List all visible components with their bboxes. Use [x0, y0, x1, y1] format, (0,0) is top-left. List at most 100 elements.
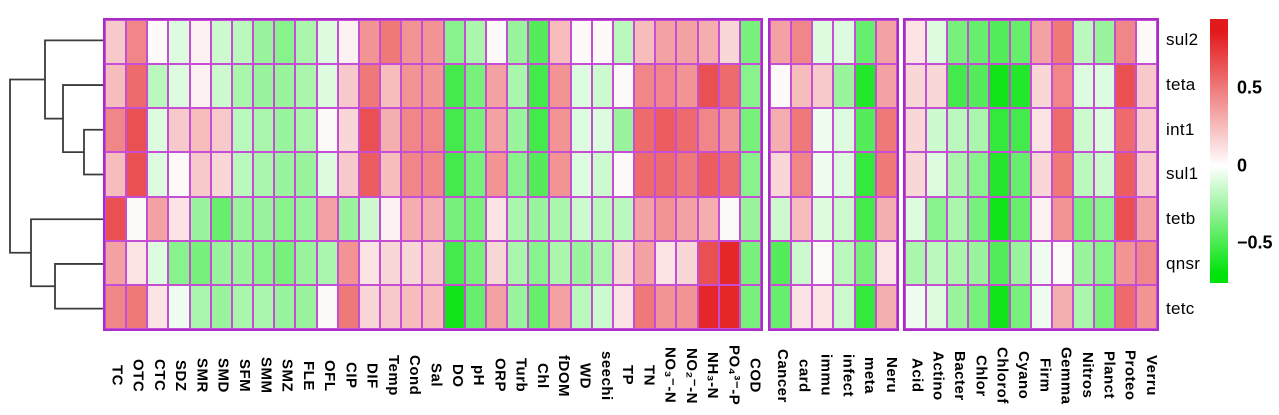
- heatmap-cell: [147, 152, 169, 197]
- heatmap-cell: [1115, 108, 1136, 153]
- col-label: CIP: [342, 362, 360, 389]
- heatmap-cell: [1031, 108, 1052, 153]
- heatmap-cell: [612, 64, 635, 109]
- heatmap-cell: [676, 240, 698, 285]
- heatmap-cell: [485, 284, 508, 329]
- col-label: seechi: [597, 350, 615, 401]
- heatmap-cell: [833, 240, 855, 285]
- col-label: pH: [470, 365, 488, 386]
- heatmap-cell: [126, 64, 148, 109]
- col-label: NH₃-N: [704, 352, 722, 399]
- heatmap-cell: [528, 152, 550, 197]
- heatmap-cell: [443, 64, 465, 109]
- heatmap-cell: [634, 240, 656, 285]
- heatmap-cell: [1094, 284, 1115, 329]
- heatmap-cell: [1052, 152, 1073, 197]
- heatmap-cell: [1094, 152, 1115, 197]
- heatmap-cell: [168, 108, 190, 153]
- heatmap-cell: [231, 20, 254, 65]
- heatmap-cell: [231, 196, 254, 241]
- heatmap-cell: [1094, 108, 1115, 153]
- heatmap-cell: [770, 20, 792, 65]
- heatmap-cell: [926, 64, 947, 109]
- heatmap-cell: [189, 284, 211, 329]
- heatmap-cell: [1031, 152, 1052, 197]
- heatmap-cell: [833, 108, 855, 153]
- heatmap-cell: [739, 20, 761, 65]
- heatmap-cell: [507, 284, 529, 329]
- heatmap-cell: [422, 240, 444, 285]
- heatmap-cell: [126, 284, 148, 329]
- heatmap-cell: [253, 152, 275, 197]
- heatmap-cell: [655, 240, 677, 285]
- heatmap-cell: [380, 20, 402, 65]
- heatmap-cell: [612, 20, 635, 65]
- heatmap-cell: [464, 152, 486, 197]
- heatmap-cell: [968, 152, 989, 197]
- heatmap-cell: [358, 284, 381, 329]
- heatmap-cell: [1010, 108, 1031, 153]
- col-label: Chlor: [972, 354, 990, 397]
- heatmap-cell: [422, 64, 444, 109]
- heatmap-cell: [1115, 196, 1136, 241]
- col-label: TN: [640, 365, 658, 386]
- heatmap-cell: [464, 108, 486, 153]
- heatmap-cell: [485, 196, 508, 241]
- col-label: NO₂⁻-N: [682, 347, 700, 404]
- heatmap-cell: [591, 240, 613, 285]
- heatmap-cell: [812, 152, 834, 197]
- heatmap-cell: [1052, 20, 1073, 65]
- heatmap-cell: [791, 108, 813, 153]
- heatmap-cell: [443, 108, 465, 153]
- heatmap-cell: [812, 20, 834, 65]
- col-label: NO₃⁻-N: [661, 347, 679, 404]
- row-label-teta: teta: [1166, 75, 1196, 95]
- heatmap-cell: [126, 152, 148, 197]
- heatmap-cell: [274, 64, 296, 109]
- heatmap-cell: [791, 152, 813, 197]
- col-label: TP: [619, 365, 637, 386]
- heatmap-cell: [739, 108, 761, 153]
- column-label-row: Cancer card immu infect meta Neru: [768, 336, 900, 415]
- heatmap-cell: [464, 196, 486, 241]
- heatmap-cell: [549, 64, 571, 109]
- heatmap-cell: [591, 20, 613, 65]
- heatmap-cell: [634, 284, 656, 329]
- heatmap-cell: [697, 108, 719, 153]
- heatmap-cell: [676, 196, 698, 241]
- heatmap-cell: [591, 108, 613, 153]
- heatmap-cell: [1094, 240, 1115, 285]
- heatmap-cell: [718, 64, 740, 109]
- heatmap-cell: [570, 108, 592, 153]
- heatmap-cell: [875, 108, 897, 153]
- heatmap-cell: [485, 108, 508, 153]
- heatmap-cell: [1136, 240, 1157, 285]
- heatmap-cell: [253, 64, 275, 109]
- heatmap-cell: [528, 108, 550, 153]
- heatmap-cell: [905, 196, 926, 241]
- col-label: Nitros: [1078, 352, 1096, 399]
- heatmap-cell: [989, 196, 1010, 241]
- heatmap-cell: [791, 284, 813, 329]
- heatmap-cell: [380, 152, 402, 197]
- heatmap-cell: [295, 240, 317, 285]
- heatmap-cell: [380, 284, 402, 329]
- heatmap-cell: [634, 20, 656, 65]
- heatmap-cell: [231, 284, 254, 329]
- heatmap-cell: [905, 108, 926, 153]
- heatmap-cell: [528, 196, 550, 241]
- heatmap-cell: [126, 240, 148, 285]
- heatmap-cell: [380, 108, 402, 153]
- heatmap-cell: [989, 20, 1010, 65]
- heatmap-cell: [591, 284, 613, 329]
- heatmap-cell: [549, 284, 571, 329]
- heatmap-cell: [231, 108, 254, 153]
- heatmap-cell: [253, 20, 275, 65]
- heatmap-cell: [770, 108, 792, 153]
- heatmap-cell: [105, 20, 127, 65]
- heatmap-cell: [947, 284, 968, 329]
- heatmap-cell: [634, 108, 656, 153]
- heatmap-cell: [528, 284, 550, 329]
- col-label: Acid: [908, 358, 926, 393]
- heatmap-cell: [1031, 20, 1052, 65]
